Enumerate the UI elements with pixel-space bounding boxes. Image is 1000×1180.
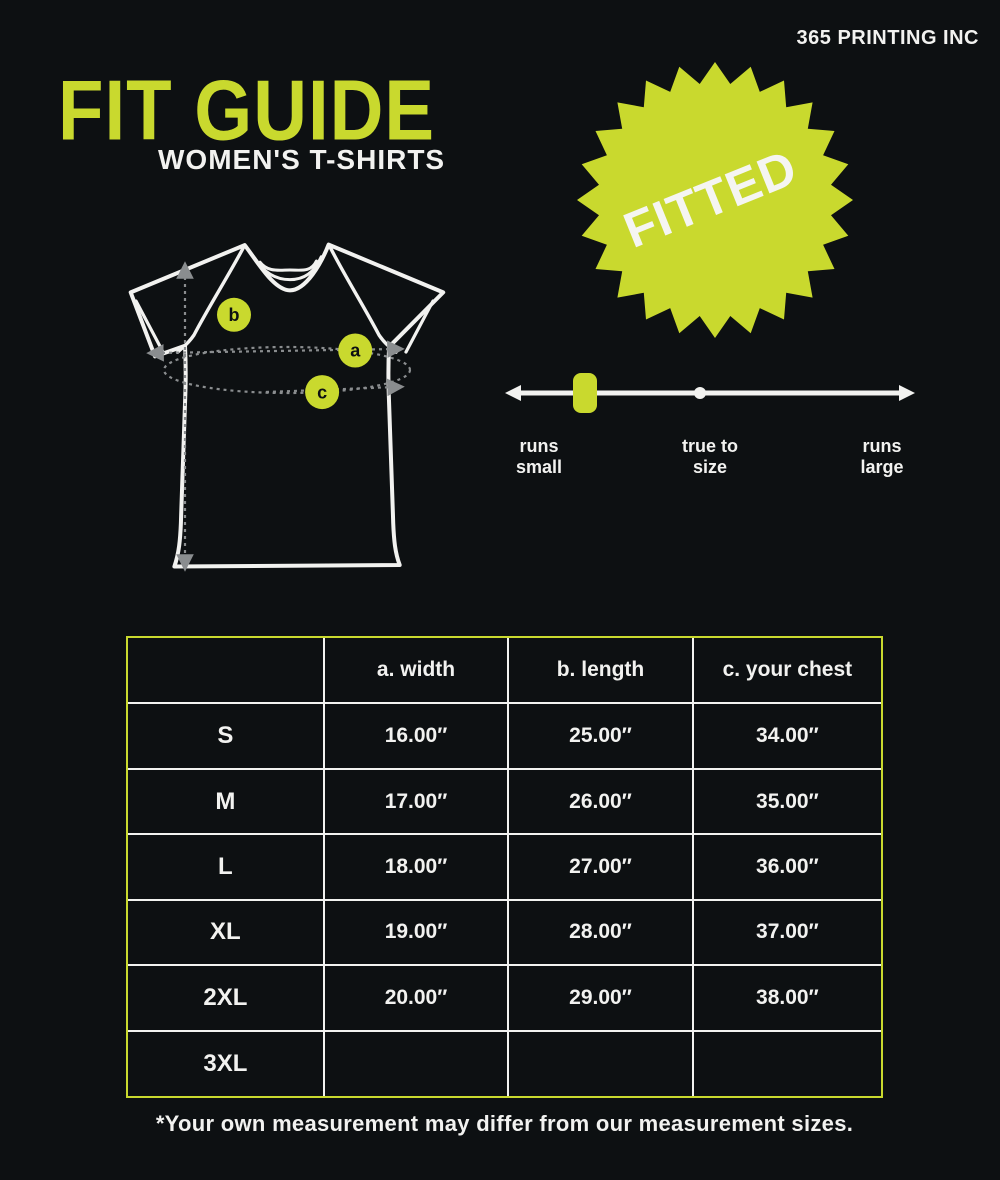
svg-text:b: b — [229, 305, 240, 325]
svg-text:a: a — [350, 341, 361, 361]
svg-text:c: c — [317, 382, 327, 402]
